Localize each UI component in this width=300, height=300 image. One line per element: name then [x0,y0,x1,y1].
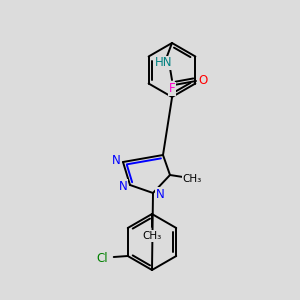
Text: CH₃: CH₃ [182,174,202,184]
Text: Cl: Cl [96,251,108,265]
Text: CH₃: CH₃ [142,231,162,241]
Text: HN: HN [155,56,173,70]
Text: N: N [156,188,164,200]
Text: N: N [118,179,127,193]
Text: N: N [112,154,120,167]
Text: O: O [198,74,208,88]
Text: F: F [169,82,175,95]
